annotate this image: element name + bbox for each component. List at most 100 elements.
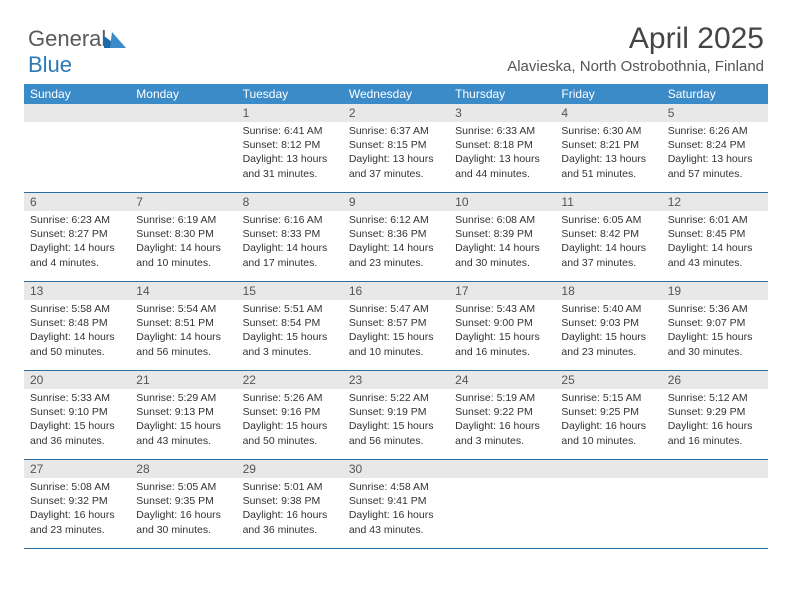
day-number: 12 (662, 193, 768, 211)
day-body: Sunrise: 6:41 AMSunset: 8:12 PMDaylight:… (237, 122, 343, 185)
day-body: Sunrise: 6:30 AMSunset: 8:21 PMDaylight:… (555, 122, 661, 185)
day-number: 9 (343, 193, 449, 211)
day-body: Sunrise: 6:19 AMSunset: 8:30 PMDaylight:… (130, 211, 236, 274)
logo-text-1: General (28, 26, 106, 51)
day-number: 6 (24, 193, 130, 211)
day-number (24, 104, 130, 122)
month-title: April 2025 (507, 22, 764, 56)
day-body: Sunrise: 5:51 AMSunset: 8:54 PMDaylight:… (237, 300, 343, 363)
day-body: Sunrise: 6:05 AMSunset: 8:42 PMDaylight:… (555, 211, 661, 274)
day-number: 2 (343, 104, 449, 122)
day-body: Sunrise: 6:12 AMSunset: 8:36 PMDaylight:… (343, 211, 449, 274)
day-cell: 6Sunrise: 6:23 AMSunset: 8:27 PMDaylight… (24, 193, 130, 281)
weeks-grid: 1Sunrise: 6:41 AMSunset: 8:12 PMDaylight… (24, 104, 768, 549)
day-cell: 1Sunrise: 6:41 AMSunset: 8:12 PMDaylight… (237, 104, 343, 192)
day-body: Sunrise: 5:26 AMSunset: 9:16 PMDaylight:… (237, 389, 343, 452)
day-cell: 10Sunrise: 6:08 AMSunset: 8:39 PMDayligh… (449, 193, 555, 281)
day-cell: 4Sunrise: 6:30 AMSunset: 8:21 PMDaylight… (555, 104, 661, 192)
dayname: Thursday (449, 84, 555, 104)
day-number: 22 (237, 371, 343, 389)
day-cell: 7Sunrise: 6:19 AMSunset: 8:30 PMDaylight… (130, 193, 236, 281)
logo-mark-icon (104, 32, 126, 48)
day-number: 1 (237, 104, 343, 122)
day-body: Sunrise: 5:01 AMSunset: 9:38 PMDaylight:… (237, 478, 343, 541)
day-number: 26 (662, 371, 768, 389)
dayname: Tuesday (237, 84, 343, 104)
day-cell (555, 460, 661, 548)
day-body: Sunrise: 6:01 AMSunset: 8:45 PMDaylight:… (662, 211, 768, 274)
day-cell: 21Sunrise: 5:29 AMSunset: 9:13 PMDayligh… (130, 371, 236, 459)
day-cell: 23Sunrise: 5:22 AMSunset: 9:19 PMDayligh… (343, 371, 449, 459)
day-body: Sunrise: 5:47 AMSunset: 8:57 PMDaylight:… (343, 300, 449, 363)
day-number: 4 (555, 104, 661, 122)
day-body: Sunrise: 5:36 AMSunset: 9:07 PMDaylight:… (662, 300, 768, 363)
day-number: 21 (130, 371, 236, 389)
day-number: 7 (130, 193, 236, 211)
day-number: 23 (343, 371, 449, 389)
day-cell: 25Sunrise: 5:15 AMSunset: 9:25 PMDayligh… (555, 371, 661, 459)
day-body: Sunrise: 5:12 AMSunset: 9:29 PMDaylight:… (662, 389, 768, 452)
day-body: Sunrise: 5:58 AMSunset: 8:48 PMDaylight:… (24, 300, 130, 363)
day-body: Sunrise: 5:15 AMSunset: 9:25 PMDaylight:… (555, 389, 661, 452)
day-cell: 19Sunrise: 5:36 AMSunset: 9:07 PMDayligh… (662, 282, 768, 370)
day-body: Sunrise: 6:37 AMSunset: 8:15 PMDaylight:… (343, 122, 449, 185)
day-body: Sunrise: 5:29 AMSunset: 9:13 PMDaylight:… (130, 389, 236, 452)
day-cell: 30Sunrise: 4:58 AMSunset: 9:41 PMDayligh… (343, 460, 449, 548)
day-number (555, 460, 661, 478)
day-cell: 29Sunrise: 5:01 AMSunset: 9:38 PMDayligh… (237, 460, 343, 548)
day-body: Sunrise: 6:23 AMSunset: 8:27 PMDaylight:… (24, 211, 130, 274)
logo: General Blue (28, 26, 126, 78)
day-cell: 16Sunrise: 5:47 AMSunset: 8:57 PMDayligh… (343, 282, 449, 370)
day-body: Sunrise: 5:22 AMSunset: 9:19 PMDaylight:… (343, 389, 449, 452)
day-number: 5 (662, 104, 768, 122)
day-body: Sunrise: 5:43 AMSunset: 9:00 PMDaylight:… (449, 300, 555, 363)
day-cell: 12Sunrise: 6:01 AMSunset: 8:45 PMDayligh… (662, 193, 768, 281)
week-row: 6Sunrise: 6:23 AMSunset: 8:27 PMDaylight… (24, 193, 768, 282)
day-cell (449, 460, 555, 548)
day-cell: 20Sunrise: 5:33 AMSunset: 9:10 PMDayligh… (24, 371, 130, 459)
day-cell: 11Sunrise: 6:05 AMSunset: 8:42 PMDayligh… (555, 193, 661, 281)
day-number (449, 460, 555, 478)
day-cell: 5Sunrise: 6:26 AMSunset: 8:24 PMDaylight… (662, 104, 768, 192)
day-cell: 3Sunrise: 6:33 AMSunset: 8:18 PMDaylight… (449, 104, 555, 192)
day-number (130, 104, 236, 122)
dayname: Saturday (662, 84, 768, 104)
day-number: 15 (237, 282, 343, 300)
dayname: Monday (130, 84, 236, 104)
day-number: 13 (24, 282, 130, 300)
week-row: 1Sunrise: 6:41 AMSunset: 8:12 PMDaylight… (24, 104, 768, 193)
day-body: Sunrise: 5:33 AMSunset: 9:10 PMDaylight:… (24, 389, 130, 452)
day-cell: 13Sunrise: 5:58 AMSunset: 8:48 PMDayligh… (24, 282, 130, 370)
week-row: 20Sunrise: 5:33 AMSunset: 9:10 PMDayligh… (24, 371, 768, 460)
day-number: 29 (237, 460, 343, 478)
dayname: Friday (555, 84, 661, 104)
day-body: Sunrise: 6:16 AMSunset: 8:33 PMDaylight:… (237, 211, 343, 274)
day-number: 18 (555, 282, 661, 300)
day-cell: 17Sunrise: 5:43 AMSunset: 9:00 PMDayligh… (449, 282, 555, 370)
day-number: 10 (449, 193, 555, 211)
day-cell: 15Sunrise: 5:51 AMSunset: 8:54 PMDayligh… (237, 282, 343, 370)
week-row: 13Sunrise: 5:58 AMSunset: 8:48 PMDayligh… (24, 282, 768, 371)
calendar: SundayMondayTuesdayWednesdayThursdayFrid… (24, 84, 768, 549)
day-cell (130, 104, 236, 192)
day-number: 8 (237, 193, 343, 211)
day-body: Sunrise: 5:05 AMSunset: 9:35 PMDaylight:… (130, 478, 236, 541)
day-body: Sunrise: 5:54 AMSunset: 8:51 PMDaylight:… (130, 300, 236, 363)
day-cell: 24Sunrise: 5:19 AMSunset: 9:22 PMDayligh… (449, 371, 555, 459)
day-number: 28 (130, 460, 236, 478)
day-body: Sunrise: 6:33 AMSunset: 8:18 PMDaylight:… (449, 122, 555, 185)
day-cell: 27Sunrise: 5:08 AMSunset: 9:32 PMDayligh… (24, 460, 130, 548)
day-cell: 22Sunrise: 5:26 AMSunset: 9:16 PMDayligh… (237, 371, 343, 459)
day-body: Sunrise: 5:19 AMSunset: 9:22 PMDaylight:… (449, 389, 555, 452)
day-number: 16 (343, 282, 449, 300)
day-body: Sunrise: 6:08 AMSunset: 8:39 PMDaylight:… (449, 211, 555, 274)
location: Alavieska, North Ostrobothnia, Finland (507, 58, 764, 75)
day-number: 24 (449, 371, 555, 389)
dayname: Sunday (24, 84, 130, 104)
day-body: Sunrise: 5:08 AMSunset: 9:32 PMDaylight:… (24, 478, 130, 541)
header: April 2025 Alavieska, North Ostrobothnia… (507, 22, 764, 75)
day-cell (24, 104, 130, 192)
day-number: 19 (662, 282, 768, 300)
day-number: 3 (449, 104, 555, 122)
week-row: 27Sunrise: 5:08 AMSunset: 9:32 PMDayligh… (24, 460, 768, 549)
